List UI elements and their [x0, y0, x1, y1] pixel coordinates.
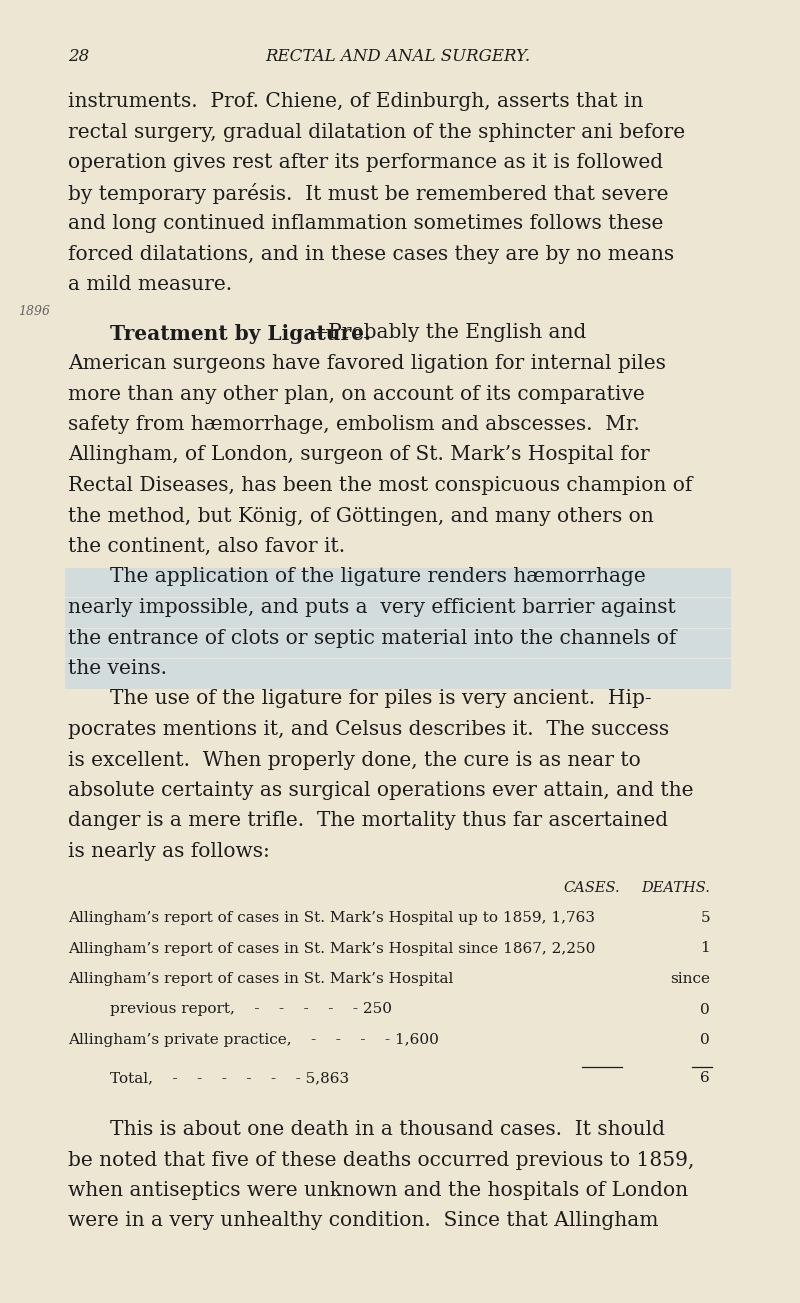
Text: when antiseptics were unknown and the hospitals of London: when antiseptics were unknown and the ho…: [68, 1181, 688, 1200]
Bar: [65, 628, 731, 658]
Text: instruments.  Prof. Chiene, of Edinburgh, asserts that in: instruments. Prof. Chiene, of Edinburgh,…: [68, 93, 643, 111]
Text: Allingham’s private practice,    -    -    -    - 1,600: Allingham’s private practice, - - - - 1,…: [68, 1033, 439, 1048]
Text: and long continued inflammation sometimes follows these: and long continued inflammation sometime…: [68, 214, 663, 233]
Text: 0: 0: [700, 1033, 710, 1048]
Text: more than any other plan, on account of its comparative: more than any other plan, on account of …: [68, 384, 645, 404]
Text: 0: 0: [700, 1002, 710, 1016]
Text: The application of the ligature renders hæmorrhage: The application of the ligature renders …: [110, 568, 646, 586]
Text: 28: 28: [68, 48, 90, 65]
Text: rectal surgery, gradual dilatation of the sphincter ani before: rectal surgery, gradual dilatation of th…: [68, 122, 685, 142]
Bar: [65, 659, 731, 688]
Text: the method, but König, of Göttingen, and many others on: the method, but König, of Göttingen, and…: [68, 507, 654, 525]
Text: Total,    -    -    -    -    -    - 5,863: Total, - - - - - - 5,863: [110, 1071, 349, 1085]
Text: 5: 5: [700, 911, 710, 925]
Text: since: since: [670, 972, 710, 986]
Text: absolute certainty as surgical operations ever attain, and the: absolute certainty as surgical operation…: [68, 780, 694, 800]
Text: the entrance of clots or septic material into the channels of: the entrance of clots or septic material…: [68, 628, 676, 648]
Text: Allingham’s report of cases in St. Mark’s Hospital since 1867, 2,250: Allingham’s report of cases in St. Mark’…: [68, 942, 595, 955]
Text: were in a very unhealthy condition.  Since that Allingham: were in a very unhealthy condition. Sinc…: [68, 1212, 658, 1230]
Text: pocrates mentions it, and Celsus describes it.  The success: pocrates mentions it, and Celsus describ…: [68, 721, 669, 739]
Text: is excellent.  When properly done, the cure is as near to: is excellent. When properly done, the cu…: [68, 751, 641, 770]
Text: RECTAL AND ANAL SURGERY.: RECTAL AND ANAL SURGERY.: [266, 48, 530, 65]
Text: the veins.: the veins.: [68, 659, 167, 678]
Bar: [65, 568, 731, 597]
Text: American surgeons have favored ligation for internal piles: American surgeons have favored ligation …: [68, 354, 666, 373]
Text: a mild measure.: a mild measure.: [68, 275, 232, 294]
Text: previous report,    -    -    -    -    - 250: previous report, - - - - - 250: [110, 1002, 392, 1016]
Text: the continent, also favor it.: the continent, also favor it.: [68, 537, 345, 556]
Text: forced dilatations, and in these cases they are by no means: forced dilatations, and in these cases t…: [68, 245, 674, 263]
Text: The use of the ligature for piles is very ancient.  Hip-: The use of the ligature for piles is ver…: [110, 689, 652, 709]
Bar: [65, 598, 731, 628]
Text: Allingham’s report of cases in St. Mark’s Hospital: Allingham’s report of cases in St. Mark’…: [68, 972, 454, 986]
Text: Treatment by Ligature.: Treatment by Ligature.: [110, 323, 371, 344]
Text: CASES.: CASES.: [563, 881, 620, 894]
Text: Allingham’s report of cases in St. Mark’s Hospital up to 1859, 1,763: Allingham’s report of cases in St. Mark’…: [68, 911, 595, 925]
Text: by temporary parésis.  It must be remembered that severe: by temporary parésis. It must be remembe…: [68, 184, 669, 205]
Text: 1: 1: [700, 942, 710, 955]
Text: Rectal Diseases, has been the most conspicuous champion of: Rectal Diseases, has been the most consp…: [68, 476, 692, 495]
Text: 6: 6: [700, 1071, 710, 1085]
Text: DEATHS.: DEATHS.: [641, 881, 710, 894]
Text: be noted that five of these deaths occurred previous to 1859,: be noted that five of these deaths occur…: [68, 1151, 694, 1170]
Text: operation gives rest after its performance as it is followed: operation gives rest after its performan…: [68, 152, 663, 172]
Text: is nearly as follows:: is nearly as follows:: [68, 842, 270, 861]
Text: 1896: 1896: [18, 305, 50, 318]
Text: —Probably the English and: —Probably the English and: [308, 323, 586, 343]
Text: Allingham, of London, surgeon of St. Mark’s Hospital for: Allingham, of London, surgeon of St. Mar…: [68, 446, 650, 464]
Text: nearly impossible, and puts a  very efficient barrier against: nearly impossible, and puts a very effic…: [68, 598, 676, 618]
Text: danger is a mere trifle.  The mortality thus far ascertained: danger is a mere trifle. The mortality t…: [68, 812, 668, 830]
Text: This is about one death in a thousand cases.  It should: This is about one death in a thousand ca…: [110, 1121, 665, 1139]
Text: safety from hæmorrhage, embolism and abscesses.  Mr.: safety from hæmorrhage, embolism and abs…: [68, 414, 640, 434]
